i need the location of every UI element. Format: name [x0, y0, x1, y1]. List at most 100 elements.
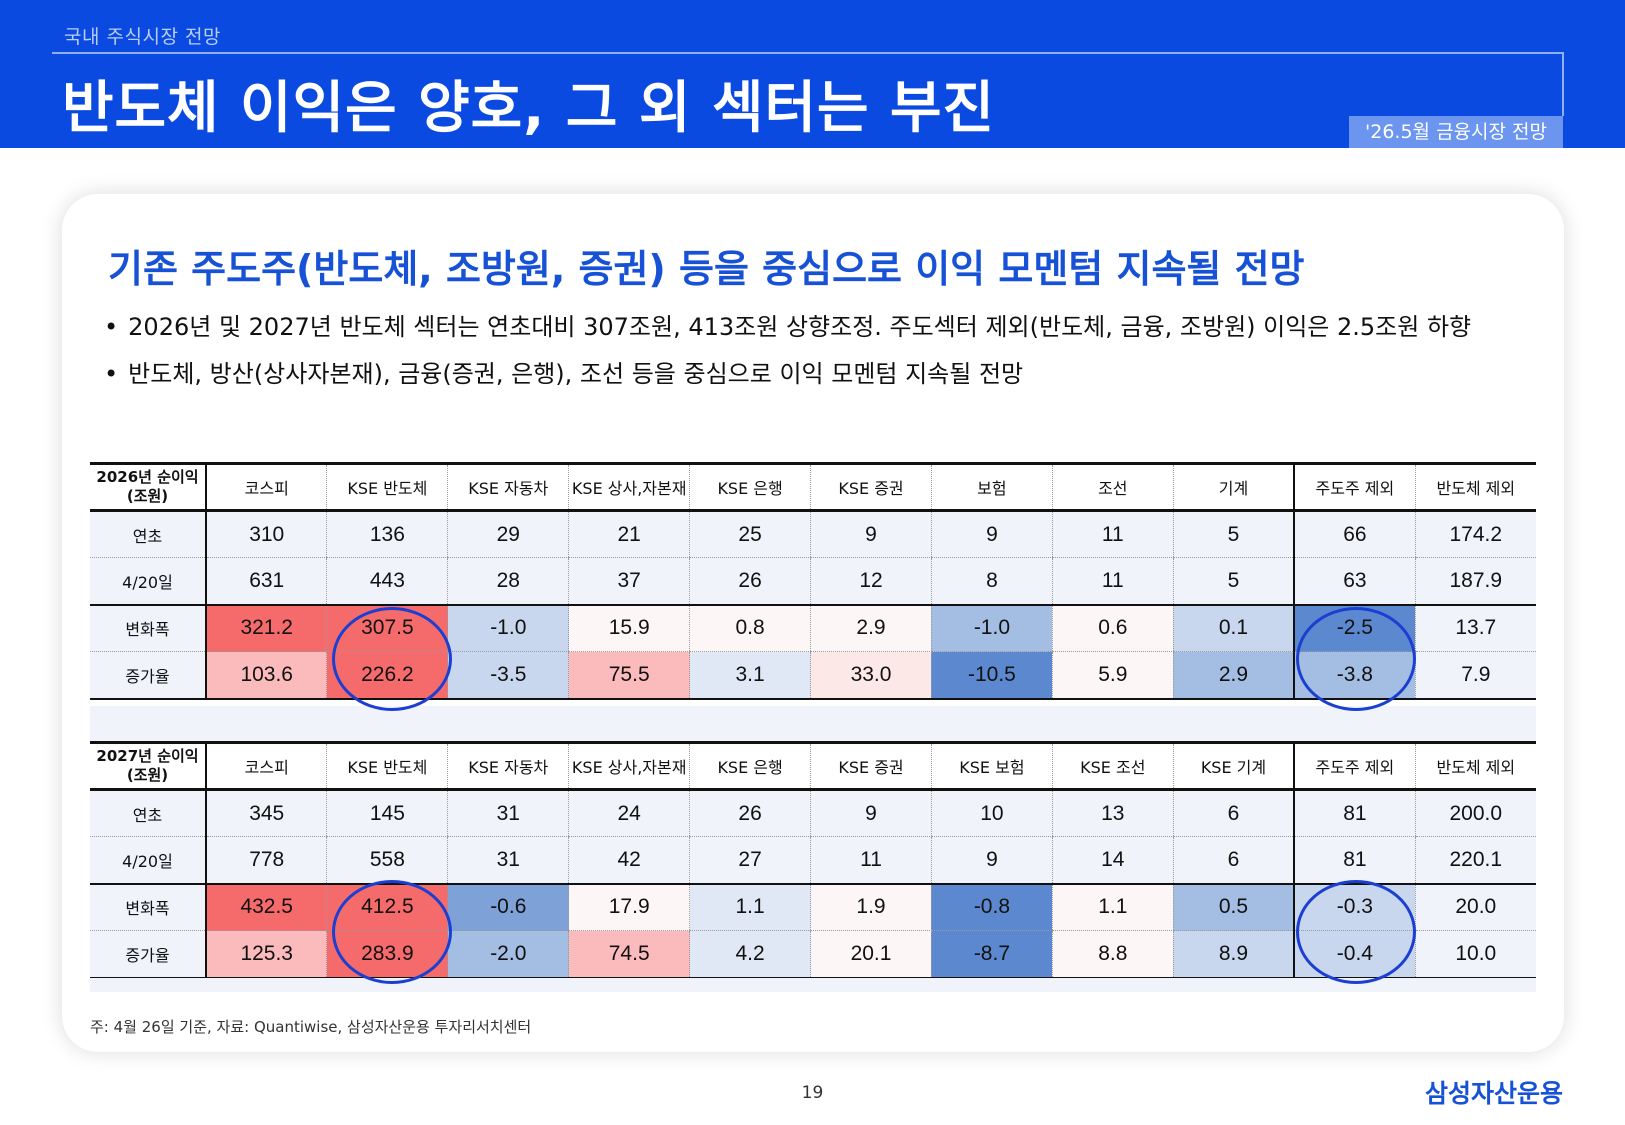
table-cell: 21: [568, 510, 690, 558]
source-note: 주: 4월 26일 기준, 자료: Quantiwise, 삼성자산운용 투자리…: [90, 1018, 532, 1036]
table-cell: 9: [930, 836, 1053, 884]
row-label: 4/20일: [90, 557, 208, 605]
column-header: KSE 은행: [689, 462, 811, 512]
table-cell: 136: [326, 510, 448, 558]
column-header: KSE 조선: [1051, 741, 1174, 791]
table-cell: -10.5: [930, 651, 1053, 700]
table-cell: 5: [1172, 510, 1295, 558]
table-cell: 28: [447, 557, 569, 605]
column-header: KSE 상사,자본재: [568, 741, 690, 791]
table-cell: 9: [930, 510, 1053, 558]
column-header: 반도체 제외: [1414, 462, 1536, 512]
table-cell: 20.0: [1414, 882, 1536, 931]
column-header: 코스피: [205, 462, 327, 512]
bullet-item: 반도체, 방산(상사자본재), 금융(증권, 은행), 조선 등을 중심으로 이…: [104, 359, 1471, 406]
page-title: 반도체 이익은 양호, 그 외 섹터는 부진: [62, 76, 996, 141]
column-header: KSE 증권: [810, 741, 932, 791]
row-label: 연초: [90, 510, 208, 558]
table-cell: 9: [810, 510, 932, 558]
table-cell: 345: [205, 789, 327, 837]
column-header: KSE 자동차: [447, 741, 569, 791]
table-cell: 125.3: [205, 930, 327, 979]
table-cell: 81: [1293, 789, 1416, 837]
table-cell: 9: [810, 789, 932, 837]
highlight-ring-semis-2027: [332, 880, 452, 984]
table-cell: 0.6: [1051, 603, 1174, 652]
bullet-item: 2026년 및 2027년 반도체 섹터는 연초대비 307조원, 413조원 …: [104, 312, 1471, 359]
table-cell: 33.0: [810, 651, 932, 700]
table-cell: 29: [447, 510, 569, 558]
table-cell: 26: [689, 789, 811, 837]
table-cell: 187.9: [1414, 557, 1536, 605]
table-cell: 15.9: [568, 603, 690, 652]
table-cell: 63: [1293, 557, 1416, 605]
table-cell: 321.2: [205, 603, 327, 652]
table-cell: 11: [1051, 510, 1174, 558]
title-frame: [52, 52, 1564, 116]
column-header: 주도주 제외: [1293, 741, 1416, 791]
company-logo: 삼성자산운용: [1424, 1079, 1563, 1108]
table-cell: 20.1: [810, 930, 932, 979]
table-cell: 310: [205, 510, 327, 558]
table-cell: 11: [810, 836, 932, 884]
column-header: 보험: [930, 462, 1053, 512]
row-label: 변화폭: [90, 603, 208, 652]
row-label: 4/20일: [90, 836, 208, 884]
column-header: KSE 은행: [689, 741, 811, 791]
table-cell: 17.9: [568, 882, 690, 931]
table-cell: 174.2: [1414, 510, 1536, 558]
table-cell: 31: [447, 836, 569, 884]
table-cell: 14: [1051, 836, 1174, 884]
table-label: 2027년 순이익 (조원): [90, 741, 208, 791]
table-cell: 10: [930, 789, 1053, 837]
table-cell: 13.7: [1414, 603, 1536, 652]
table-cell: 11: [1051, 557, 1174, 605]
table-cell: 66: [1293, 510, 1416, 558]
column-header: 코스피: [205, 741, 327, 791]
table-label: 2026년 순이익 (조원): [90, 462, 208, 512]
table-cell: 3.1: [689, 651, 811, 700]
table-cell: 8.9: [1172, 930, 1295, 979]
table-cell: 10.0: [1414, 930, 1536, 979]
column-header: KSE 증권: [810, 462, 932, 512]
table-cell: 220.1: [1414, 836, 1536, 884]
column-header: KSE 반도체: [326, 741, 448, 791]
table-cell: -3.5: [447, 651, 569, 700]
table-cell: 27: [689, 836, 811, 884]
highlight-ring-semis-2026: [332, 607, 452, 711]
table-cell: 145: [326, 789, 448, 837]
row-label: 연초: [90, 789, 208, 837]
table-cell: -0.6: [447, 882, 569, 931]
column-header: KSE 상사,자본재: [568, 462, 690, 512]
table-cell: 31: [447, 789, 569, 837]
row-label: 증가율: [90, 651, 208, 700]
row-label: 변화폭: [90, 882, 208, 931]
table-cell: 4.2: [689, 930, 811, 979]
row-label: 증가율: [90, 930, 208, 979]
table-cell: 2.9: [1172, 651, 1295, 700]
highlight-ring-ex-leaders-2026: [1296, 607, 1416, 711]
table-cell: 1.1: [1051, 882, 1174, 931]
column-header: 주도주 제외: [1293, 462, 1416, 512]
table-cell: 6: [1172, 836, 1295, 884]
table-cell: 558: [326, 836, 448, 884]
column-header: KSE 자동차: [447, 462, 569, 512]
section-label: 국내 주식시장 전망: [64, 26, 221, 48]
highlight-ring-ex-leaders-2027: [1296, 880, 1416, 984]
bullet-list: 2026년 및 2027년 반도체 섹터는 연초대비 307조원, 413조원 …: [104, 312, 1471, 406]
table-cell: 443: [326, 557, 448, 605]
table-cell: -8.7: [930, 930, 1053, 979]
page-number: 19: [801, 1083, 824, 1103]
table-cell: 74.5: [568, 930, 690, 979]
table-cell: -0.8: [930, 882, 1053, 931]
column-header: KSE 보험: [930, 741, 1053, 791]
header-band: 국내 주식시장 전망 반도체 이익은 양호, 그 외 섹터는 부진 '26.5월…: [0, 0, 1625, 148]
table-cell: 75.5: [568, 651, 690, 700]
table-cell: 7.9: [1414, 651, 1536, 700]
table-cell: 25: [689, 510, 811, 558]
table-cell: 631: [205, 557, 327, 605]
table-footer-band: [90, 978, 1536, 992]
table-gap: [90, 706, 1536, 742]
headline: 기존 주도주(반도체, 조방원, 증권) 등을 중심으로 이익 모멘텀 지속될 …: [108, 247, 1305, 291]
table-2026: 2026년 순이익 (조원) 코스피 KSE 반도체 KSE 자동차 KSE 상사…: [90, 462, 1536, 700]
